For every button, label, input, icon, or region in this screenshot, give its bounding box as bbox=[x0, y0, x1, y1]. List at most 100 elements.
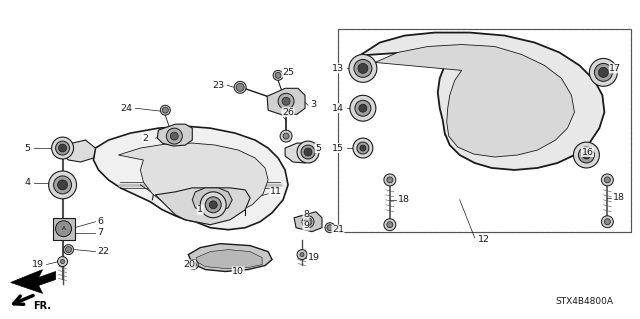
Ellipse shape bbox=[58, 256, 68, 267]
Ellipse shape bbox=[280, 130, 292, 142]
Polygon shape bbox=[118, 143, 268, 216]
Ellipse shape bbox=[56, 141, 70, 155]
Text: 17: 17 bbox=[609, 64, 621, 73]
Ellipse shape bbox=[302, 216, 314, 228]
Ellipse shape bbox=[589, 58, 618, 86]
Ellipse shape bbox=[163, 107, 168, 113]
Ellipse shape bbox=[56, 221, 72, 237]
Ellipse shape bbox=[236, 83, 244, 91]
Text: 21: 21 bbox=[332, 225, 344, 234]
Polygon shape bbox=[11, 270, 56, 293]
Text: 26: 26 bbox=[282, 108, 294, 117]
Ellipse shape bbox=[166, 128, 182, 144]
Polygon shape bbox=[375, 45, 575, 157]
Polygon shape bbox=[61, 140, 95, 162]
Ellipse shape bbox=[54, 176, 72, 194]
Ellipse shape bbox=[579, 147, 595, 163]
Ellipse shape bbox=[297, 141, 319, 163]
Ellipse shape bbox=[598, 67, 609, 78]
Text: 16: 16 bbox=[581, 147, 593, 157]
Text: 11: 11 bbox=[270, 187, 282, 197]
Text: 4: 4 bbox=[24, 178, 31, 187]
Polygon shape bbox=[285, 143, 316, 163]
Ellipse shape bbox=[359, 104, 367, 112]
Text: 23: 23 bbox=[212, 81, 224, 90]
Text: 22: 22 bbox=[97, 247, 109, 256]
Text: 5: 5 bbox=[315, 144, 321, 152]
Text: 3: 3 bbox=[310, 100, 316, 109]
Ellipse shape bbox=[161, 105, 170, 115]
Ellipse shape bbox=[49, 171, 77, 199]
Ellipse shape bbox=[65, 247, 72, 253]
Ellipse shape bbox=[63, 245, 74, 255]
Ellipse shape bbox=[602, 216, 613, 228]
Text: 13: 13 bbox=[332, 64, 344, 73]
Ellipse shape bbox=[325, 223, 335, 233]
Text: FR.: FR. bbox=[34, 301, 52, 311]
Ellipse shape bbox=[387, 222, 393, 228]
Ellipse shape bbox=[604, 177, 611, 183]
Ellipse shape bbox=[61, 260, 65, 263]
Ellipse shape bbox=[282, 97, 290, 105]
Ellipse shape bbox=[360, 145, 366, 151]
Text: STX4B4800A: STX4B4800A bbox=[556, 297, 614, 306]
Polygon shape bbox=[196, 249, 262, 269]
Ellipse shape bbox=[273, 70, 283, 80]
Ellipse shape bbox=[283, 133, 289, 139]
Ellipse shape bbox=[304, 218, 312, 226]
Ellipse shape bbox=[234, 81, 246, 93]
Ellipse shape bbox=[354, 59, 372, 78]
Ellipse shape bbox=[297, 249, 307, 260]
Ellipse shape bbox=[301, 145, 315, 159]
Ellipse shape bbox=[188, 260, 198, 270]
Text: 14: 14 bbox=[332, 104, 344, 113]
Polygon shape bbox=[157, 124, 192, 146]
Text: 20: 20 bbox=[183, 260, 195, 269]
Polygon shape bbox=[294, 212, 322, 232]
Ellipse shape bbox=[350, 95, 376, 121]
Ellipse shape bbox=[209, 201, 217, 209]
Text: 18: 18 bbox=[398, 195, 410, 204]
Ellipse shape bbox=[327, 225, 333, 231]
Ellipse shape bbox=[58, 180, 68, 190]
Text: 24: 24 bbox=[120, 104, 132, 113]
Ellipse shape bbox=[190, 262, 196, 268]
Text: 8: 8 bbox=[303, 210, 309, 219]
Ellipse shape bbox=[357, 142, 369, 154]
Ellipse shape bbox=[304, 148, 312, 156]
Ellipse shape bbox=[300, 253, 304, 256]
Ellipse shape bbox=[604, 219, 611, 225]
Ellipse shape bbox=[595, 63, 612, 81]
Ellipse shape bbox=[353, 138, 373, 158]
Ellipse shape bbox=[349, 55, 377, 82]
Ellipse shape bbox=[200, 192, 226, 218]
Text: 25: 25 bbox=[282, 68, 294, 77]
Polygon shape bbox=[156, 188, 250, 225]
Text: A: A bbox=[61, 226, 65, 231]
Text: 15: 15 bbox=[332, 144, 344, 152]
Text: 5: 5 bbox=[24, 144, 31, 152]
Text: 7: 7 bbox=[97, 228, 104, 237]
Polygon shape bbox=[267, 88, 305, 115]
Polygon shape bbox=[188, 244, 272, 271]
Polygon shape bbox=[192, 188, 232, 212]
Ellipse shape bbox=[52, 137, 74, 159]
Ellipse shape bbox=[602, 174, 613, 186]
Text: 12: 12 bbox=[477, 235, 490, 244]
Polygon shape bbox=[52, 218, 74, 240]
Text: 2: 2 bbox=[142, 134, 148, 143]
Ellipse shape bbox=[170, 132, 179, 140]
Ellipse shape bbox=[358, 63, 368, 73]
Ellipse shape bbox=[384, 174, 396, 186]
Ellipse shape bbox=[384, 219, 396, 231]
Ellipse shape bbox=[205, 197, 221, 213]
Text: 6: 6 bbox=[97, 217, 104, 226]
Ellipse shape bbox=[278, 93, 294, 109]
Text: 19: 19 bbox=[31, 260, 44, 269]
Ellipse shape bbox=[59, 144, 67, 152]
Text: 19: 19 bbox=[308, 253, 320, 262]
Text: 10: 10 bbox=[232, 267, 244, 276]
Text: 1: 1 bbox=[197, 205, 204, 214]
Text: 18: 18 bbox=[613, 193, 625, 202]
Ellipse shape bbox=[582, 151, 591, 159]
